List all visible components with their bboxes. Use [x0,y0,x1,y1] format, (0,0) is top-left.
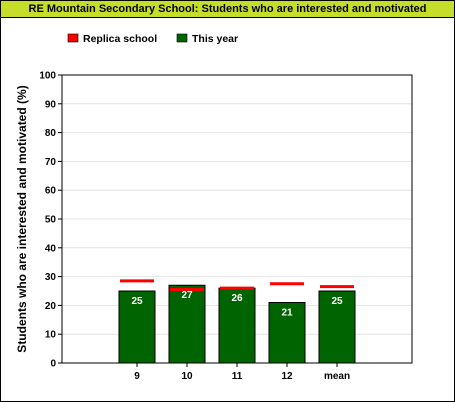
chart-title: RE Mountain Secondary School: Students w… [1,1,454,18]
x-tick-label: 12 [281,371,293,382]
y-tick-label: 30 [45,272,57,283]
y-tick-label: 80 [45,128,57,139]
y-tick-label: 50 [45,215,57,226]
y-tick-label: 100 [39,71,56,82]
bar-value-label: 26 [231,293,243,304]
y-tick-label: 60 [45,186,57,197]
x-tick-label: mean [324,371,350,382]
legend-swatch [67,33,79,43]
legend-swatch [176,33,188,43]
y-tick-label: 0 [50,359,56,370]
x-tick-label: 9 [134,371,140,382]
bar-this-year [268,302,306,364]
x-tick-label: 11 [232,371,243,382]
y-tick-label: 90 [45,99,57,110]
bar-value-label: 25 [131,296,143,307]
bar-value-label: 21 [281,308,293,319]
legend-label: This year [192,33,238,45]
bar-value-label: 27 [181,290,193,301]
y-axis-title: Students who are interested and motivate… [15,85,29,352]
y-tick-label: 40 [45,243,57,254]
y-tick-label: 20 [45,301,57,312]
y-tick-label: 10 [45,330,57,341]
x-tick-label: 10 [181,371,193,382]
y-tick-label: 70 [45,157,57,168]
bar-value-label: 25 [331,296,343,307]
bar-this-year [318,290,356,364]
legend-label: Replica school [83,33,157,45]
bar-this-year [218,287,256,364]
